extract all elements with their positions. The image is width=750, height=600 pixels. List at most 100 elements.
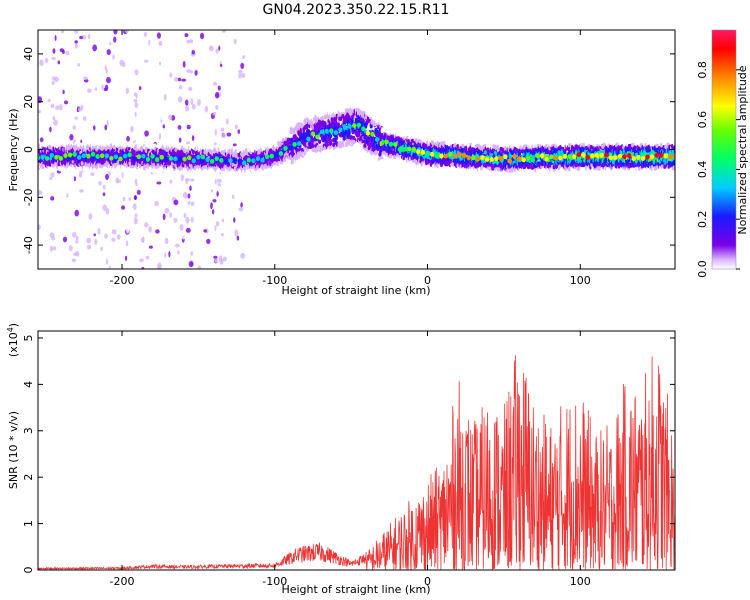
heatmap-cell: [105, 173, 109, 181]
heatmap-cell: [361, 138, 365, 144]
heatmap-cell: [154, 168, 158, 174]
heatmap-cell: [132, 88, 135, 95]
heatmap-cell: [102, 204, 107, 212]
heatmap-cell: [474, 167, 478, 172]
heatmap-cell: [303, 151, 307, 156]
heatmap-cell: [133, 98, 138, 103]
heatmap-cell: [132, 203, 137, 210]
heatmap-cell: [74, 69, 79, 75]
heatmap-cell: [193, 165, 197, 171]
heatmap-cell: [153, 40, 158, 47]
heatmap-cell: [206, 238, 211, 244]
heatmap-cell: [86, 244, 92, 250]
heatmap-cell: [133, 218, 138, 225]
heatmap-cell: [39, 137, 44, 143]
heatmap-cell: [49, 69, 52, 75]
heatmap-cell: [90, 172, 95, 177]
heatmap-cell: [173, 203, 178, 211]
heatmap-cell: [221, 132, 227, 139]
heatmap-cell: [126, 227, 130, 234]
heatmap-cell: [60, 167, 64, 172]
heatmap-cell: [186, 124, 191, 130]
heatmap-cell: [169, 72, 173, 78]
heatmap-cell: [289, 129, 293, 135]
heatmap-cell: [127, 142, 131, 147]
heatmap-cell: [222, 256, 227, 262]
heatmap-cell: [363, 143, 367, 148]
heatmap-cell: [69, 134, 74, 141]
heatmap-cell: [158, 133, 162, 140]
heatmap-cell: [328, 145, 332, 150]
heatmap-cell: [158, 222, 162, 228]
heatmap-cell: [393, 154, 397, 160]
heatmap-cell: [165, 221, 169, 229]
heatmap-cell: [190, 98, 194, 105]
heatmap-cell: [377, 144, 381, 149]
heatmap-cell: [159, 166, 164, 171]
heatmap-cell: [379, 119, 383, 125]
heatmap-cell: [291, 164, 296, 169]
heatmap-cell: [179, 224, 184, 231]
heatmap-cell: [501, 147, 505, 153]
heatmap-cell: [185, 216, 190, 224]
heatmap-cell: [228, 194, 231, 201]
heatmap-cell: [319, 112, 323, 118]
heatmap-cell: [155, 229, 160, 234]
heatmap-cell: [106, 49, 111, 56]
heatmap-cell: [145, 255, 150, 260]
heatmap-cell: [87, 88, 92, 93]
heatmap-cell: [116, 234, 121, 240]
heatmap-cell: [144, 222, 149, 228]
heatmap-cell: [470, 167, 474, 173]
heatmap-cell: [103, 87, 108, 92]
heatmap-cell: [247, 171, 251, 176]
heatmap-cell: [374, 149, 379, 155]
heatmap-cell: [73, 252, 79, 256]
heatmap-cell: [137, 250, 141, 255]
heatmap-cell: [39, 59, 44, 67]
heatmap-cell: [317, 126, 321, 131]
heatmap-cell: [137, 264, 143, 269]
heatmap-cell: [231, 194, 235, 200]
heatmap-cell: [100, 246, 104, 252]
heatmap-cell: [183, 213, 187, 219]
heatmap-cell: [175, 43, 180, 50]
heatmap-cell: [134, 178, 138, 184]
heatmap-cell: [105, 68, 108, 75]
heatmap-cell: [292, 130, 296, 136]
heatmap-cell: [188, 261, 194, 268]
heatmap-cell: [379, 159, 384, 164]
heatmap-cell: [83, 116, 87, 121]
heatmap-cell: [359, 106, 363, 111]
heatmap-cell: [287, 133, 291, 138]
heatmap-cell: [85, 248, 90, 253]
heatmap-cell: [216, 190, 219, 197]
heatmap-cell: [144, 204, 149, 208]
heatmap-cell: [217, 183, 221, 187]
heatmap-cell: [94, 178, 98, 182]
heatmap-cell: [171, 114, 176, 121]
heatmap-cell: [214, 128, 217, 136]
heatmap-cell: [347, 145, 351, 150]
heatmap-cell: [65, 50, 70, 56]
heatmap-cell: [215, 221, 220, 227]
heatmap-cell: [169, 179, 173, 184]
heatmap-cell: [49, 176, 53, 181]
heatmap-cell: [321, 111, 326, 117]
heatmap-cell: [162, 185, 166, 192]
heatmap-cell: [162, 213, 166, 221]
heatmap-cell: [209, 71, 214, 79]
heatmap-cell: [52, 48, 56, 54]
heatmap-cell: [136, 189, 141, 195]
heatmap-cell: [240, 252, 246, 259]
heatmap-cell: [146, 66, 150, 70]
heatmap-cell: [121, 165, 125, 170]
heatmap-cell: [148, 253, 151, 258]
heatmap-cell: [73, 176, 76, 182]
heatmap-cell: [124, 207, 129, 211]
heatmap-cell: [161, 200, 167, 207]
heatmap-cell: [323, 151, 327, 156]
heatmap-cell: [313, 152, 317, 158]
heatmap-cell: [169, 211, 173, 218]
heatmap-cell: [190, 251, 194, 256]
